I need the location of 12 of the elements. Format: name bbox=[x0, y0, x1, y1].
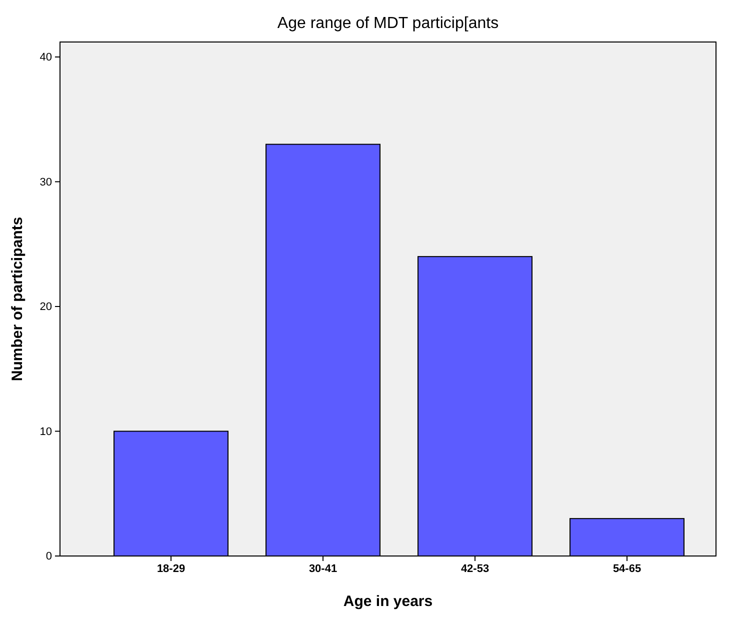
y-tick-label: 40 bbox=[40, 51, 52, 64]
x-tick-label: 54-65 bbox=[612, 562, 642, 575]
y-tick-label: 30 bbox=[40, 176, 52, 188]
chart-title: Age range of MDT particip[ants bbox=[277, 15, 499, 32]
x-tick-label: 30-41 bbox=[308, 562, 338, 575]
y-tick-label: 20 bbox=[40, 301, 52, 314]
x-tick-label: 42-53 bbox=[460, 562, 490, 575]
y-axis-title: Number of participants bbox=[9, 216, 26, 382]
y-tick-label: 0 bbox=[46, 550, 52, 563]
y-tick-label: 10 bbox=[40, 426, 52, 438]
x-tick-label: 18-29 bbox=[156, 562, 186, 575]
x-axis-title: Age in years bbox=[343, 593, 433, 610]
